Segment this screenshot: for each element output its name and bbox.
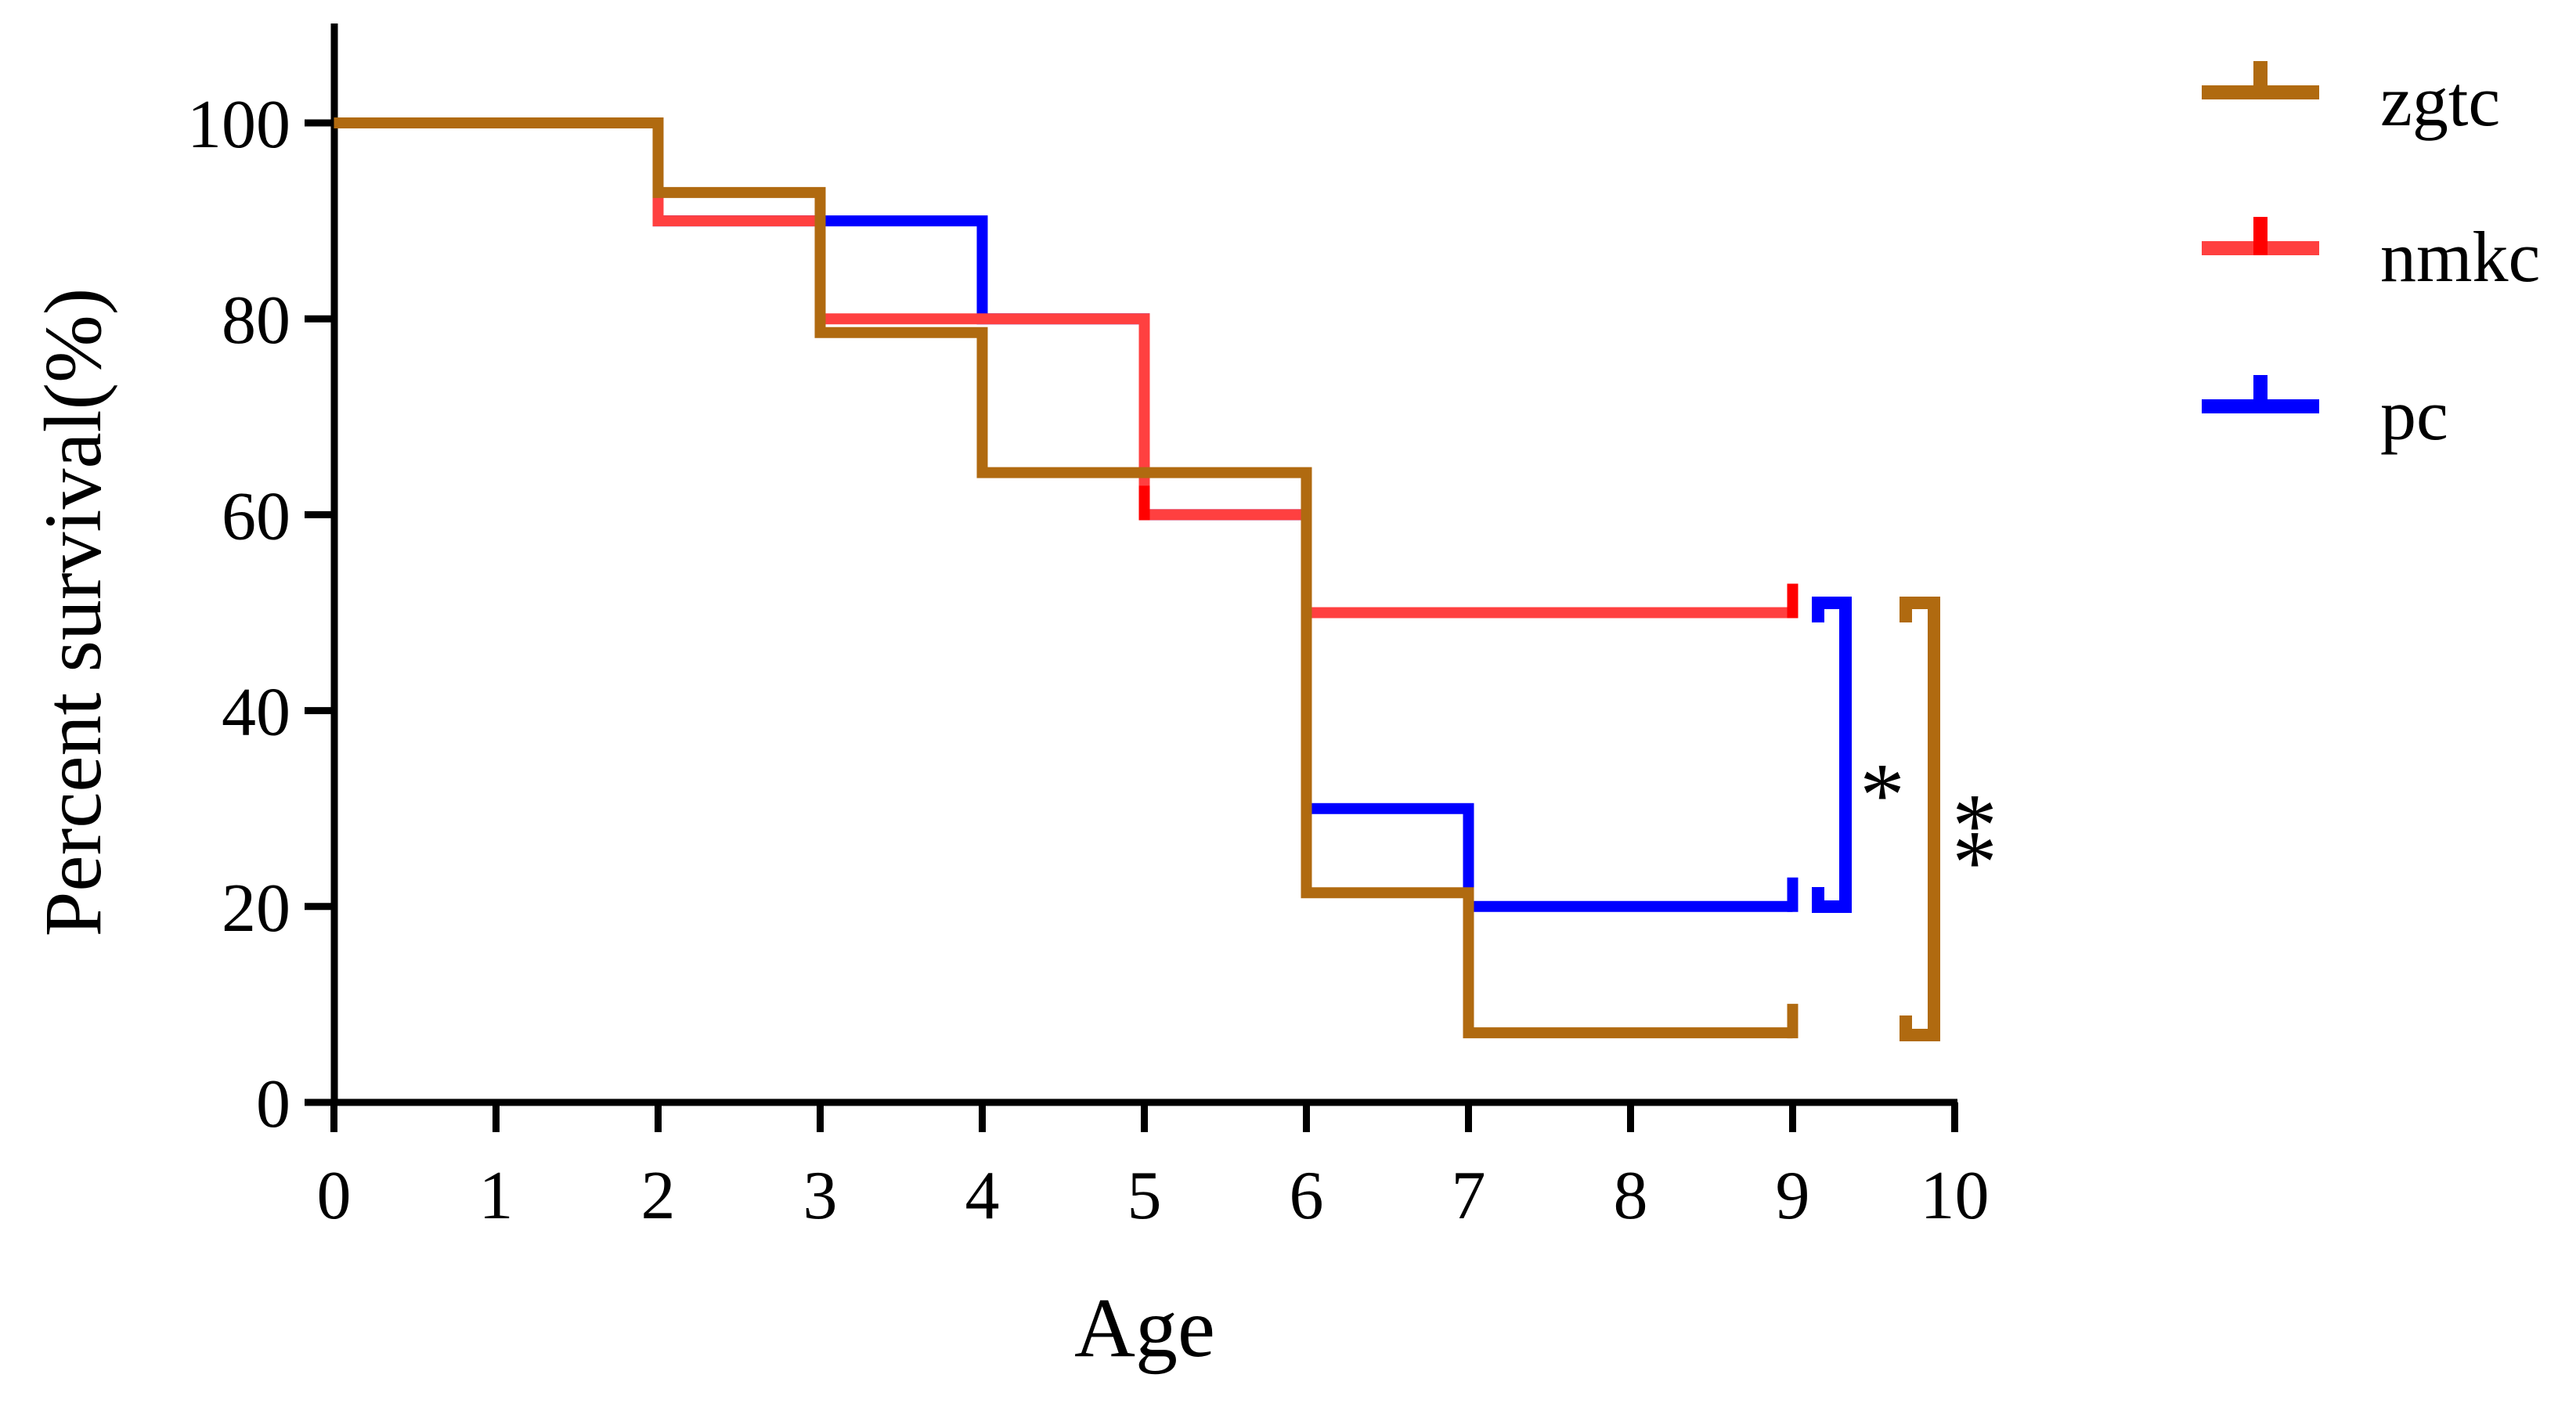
x-axis-title: Age: [1074, 1282, 1215, 1375]
asterisk-label-nmkc-vs-zgtc: *: [1952, 776, 1997, 875]
legend-label-nmkc: nmkc: [2380, 217, 2540, 297]
x-tick-label-7: 7: [1452, 1158, 1486, 1234]
legend-label-pc: pc: [2380, 375, 2448, 455]
curve-zgtc: [334, 117, 1793, 1039]
x-tick-label-1: 1: [479, 1158, 514, 1234]
legend-label-zgtc: zgtc: [2380, 61, 2500, 141]
y-tick-label-100: 100: [187, 87, 290, 163]
x-tick-label-8: 8: [1614, 1158, 1648, 1234]
y-tick-label-80: 80: [222, 283, 290, 359]
y-tick-label-40: 40: [222, 675, 290, 751]
x-tick-label-5: 5: [1127, 1158, 1162, 1234]
x-tick-label-0: 0: [317, 1158, 352, 1234]
y-tick-label-0: 0: [256, 1066, 290, 1142]
x-tick-label-9: 9: [1776, 1158, 1810, 1234]
y-tick-label-20: 20: [222, 871, 290, 947]
curve-nmkc: [334, 117, 1793, 619]
significance-bracket-nmkc-vs-pc: [1812, 597, 1852, 913]
x-tick-label-10: 10: [1921, 1158, 1990, 1234]
y-axis-title: Percent survival(%): [28, 288, 118, 937]
x-tick-label-4: 4: [965, 1158, 1000, 1234]
significance-bracket-nmkc-vs-zgtc: [1900, 597, 1940, 1041]
curve-pc: [334, 117, 1793, 912]
asterisk-label-nmkc-vs-zgtc: *: [1952, 813, 1997, 912]
x-tick-label-6: 6: [1290, 1158, 1324, 1234]
y-tick-label-60: 60: [222, 478, 290, 554]
x-tick-label-2: 2: [641, 1158, 676, 1234]
x-tick-label-3: 3: [803, 1158, 838, 1234]
asterisk-label-nmkc-vs-pc: *: [1860, 745, 1905, 845]
